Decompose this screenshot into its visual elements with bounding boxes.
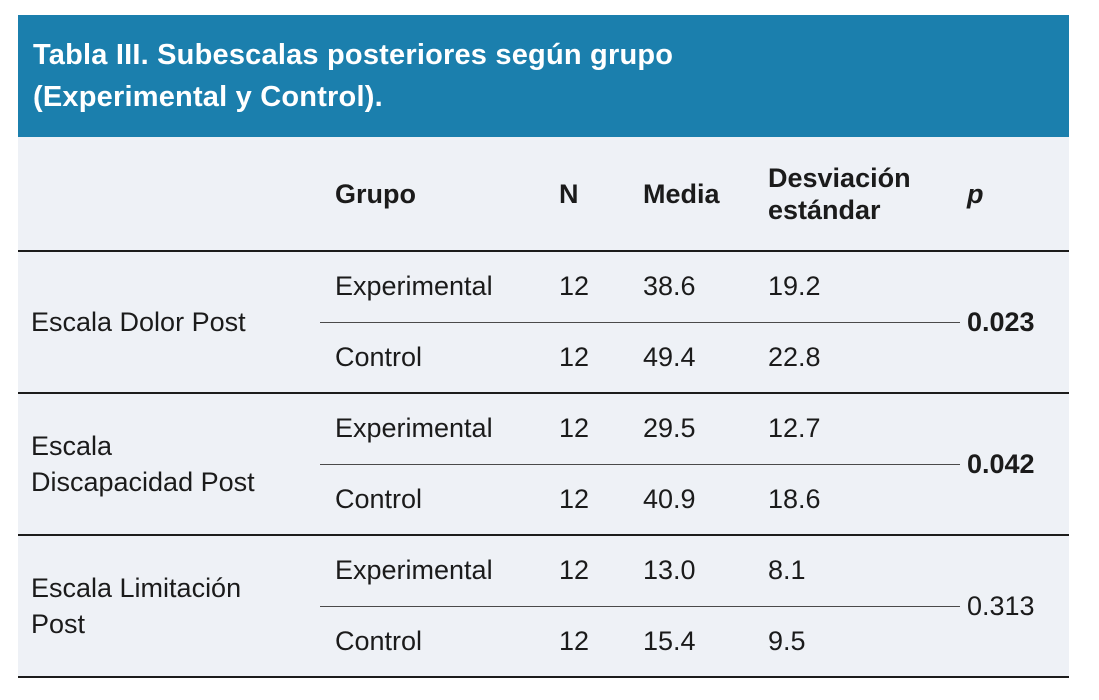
cell-desviacion: 9.5 <box>764 606 960 678</box>
row-group-label: Escala Dolor Post <box>18 251 320 394</box>
cell-grupo: Experimental <box>320 393 556 465</box>
cell-n: 12 <box>556 251 640 323</box>
table-title-line-2: (Experimental y Control). <box>33 81 383 113</box>
column-header-desviacion: Desviación estándar <box>764 137 960 252</box>
table-row: Escala Discapacidad Post Experimental 12… <box>18 393 1069 536</box>
cell-grupo: Experimental <box>320 251 556 323</box>
cell-p-value: 0.042 <box>960 393 1069 536</box>
row-group-label: Escala Discapacidad Post <box>18 393 320 536</box>
table-row: Escala Limitación Post Experimental 12 1… <box>18 535 1069 678</box>
cell-media: 15.4 <box>640 606 764 678</box>
table-row: Escala Dolor Post Experimental 12 38.6 1… <box>18 251 1069 394</box>
column-header-p: p <box>960 137 1069 252</box>
cell-n: 12 <box>556 322 640 394</box>
column-header-grupo: Grupo <box>320 137 556 252</box>
cell-media: 29.5 <box>640 393 764 465</box>
cell-n: 12 <box>556 535 640 607</box>
header-row: Grupo N Media Desviación estándar p <box>18 137 1069 252</box>
cell-media: 38.6 <box>640 251 764 323</box>
cell-p-value: 0.313 <box>960 535 1069 678</box>
table-figure: Tabla III. Subescalas posteriores según … <box>18 15 1069 678</box>
column-header-n: N <box>556 137 640 252</box>
table-body: Grupo N Media Desviación estándar p Esca… <box>18 137 1069 678</box>
cell-grupo: Experimental <box>320 535 556 607</box>
row-group-label: Escala Limitación Post <box>18 535 320 678</box>
cell-grupo: Control <box>320 322 556 394</box>
table-row: Control 12 15.4 9.5 <box>18 606 1069 678</box>
cell-desviacion: 19.2 <box>764 251 960 323</box>
column-header-media: Media <box>640 137 764 252</box>
cell-desviacion: 12.7 <box>764 393 960 465</box>
table-row: Control 12 49.4 22.8 <box>18 322 1069 394</box>
cell-n: 12 <box>556 464 640 536</box>
table-title-line-1: Tabla III. Subescalas posteriores según … <box>33 39 674 71</box>
cell-desviacion: 18.6 <box>764 464 960 536</box>
cell-grupo: Control <box>320 464 556 536</box>
cell-n: 12 <box>556 393 640 465</box>
cell-p-value: 0.023 <box>960 251 1069 394</box>
cell-n: 12 <box>556 606 640 678</box>
cell-media: 49.4 <box>640 322 764 394</box>
table-title-bar: Tabla III. Subescalas posteriores según … <box>18 15 1069 137</box>
cell-desviacion: 22.8 <box>764 322 960 394</box>
cell-media: 13.0 <box>640 535 764 607</box>
column-header-empty <box>18 137 320 252</box>
stats-table: Grupo N Media Desviación estándar p Esca… <box>18 137 1069 678</box>
table-row: Control 12 40.9 18.6 <box>18 464 1069 536</box>
cell-grupo: Control <box>320 606 556 678</box>
cell-media: 40.9 <box>640 464 764 536</box>
cell-desviacion: 8.1 <box>764 535 960 607</box>
